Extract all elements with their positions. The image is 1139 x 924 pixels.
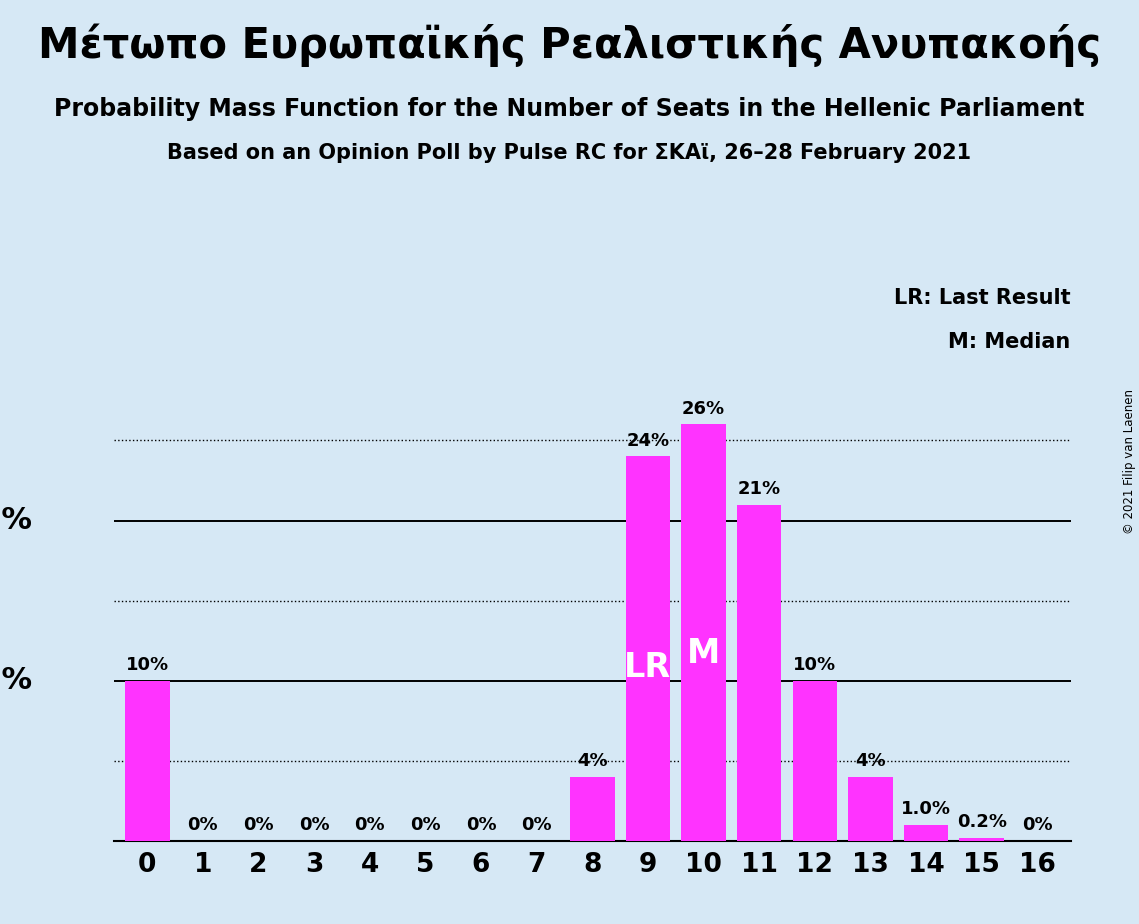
Bar [793,681,837,841]
Bar [849,777,893,841]
Text: 20%: 20% [0,506,33,535]
Bar [737,505,781,841]
Text: 0%: 0% [244,817,273,834]
Text: 0%: 0% [354,817,385,834]
Text: 24%: 24% [626,432,670,450]
Text: 0%: 0% [1022,817,1052,834]
Text: 4%: 4% [855,752,886,771]
Text: Based on an Opinion Poll by Pulse RC for ΣΚΑϊ, 26–28 February 2021: Based on an Opinion Poll by Pulse RC for… [167,143,972,164]
Text: 26%: 26% [682,400,726,418]
Bar [625,456,670,841]
Bar [959,838,1003,841]
Text: 10%: 10% [0,666,33,695]
Bar [903,825,949,841]
Text: © 2021 Filip van Laenen: © 2021 Filip van Laenen [1123,390,1137,534]
Text: 21%: 21% [738,480,780,498]
Bar [570,777,615,841]
Text: 0.2%: 0.2% [957,813,1007,832]
Text: LR: Last Result: LR: Last Result [894,288,1071,309]
Text: 0%: 0% [188,817,219,834]
Text: M: Median: M: Median [949,332,1071,351]
Bar [125,681,170,841]
Text: 10%: 10% [793,656,836,675]
Bar [681,424,726,841]
Text: Probability Mass Function for the Number of Seats in the Hellenic Parliament: Probability Mass Function for the Number… [55,97,1084,121]
Text: 0%: 0% [298,817,329,834]
Text: 1.0%: 1.0% [901,800,951,819]
Text: LR: LR [624,651,672,685]
Text: 0%: 0% [466,817,497,834]
Text: Μέτωπο Ευρωπαϊκής Ρεαλιστικής Ανυπακοής: Μέτωπο Ευρωπαϊκής Ρεαλιστικής Ανυπακοής [38,23,1101,67]
Text: 0%: 0% [522,817,552,834]
Text: 0%: 0% [410,817,441,834]
Text: 10%: 10% [125,656,169,675]
Text: 4%: 4% [577,752,607,771]
Text: M: M [687,637,720,670]
